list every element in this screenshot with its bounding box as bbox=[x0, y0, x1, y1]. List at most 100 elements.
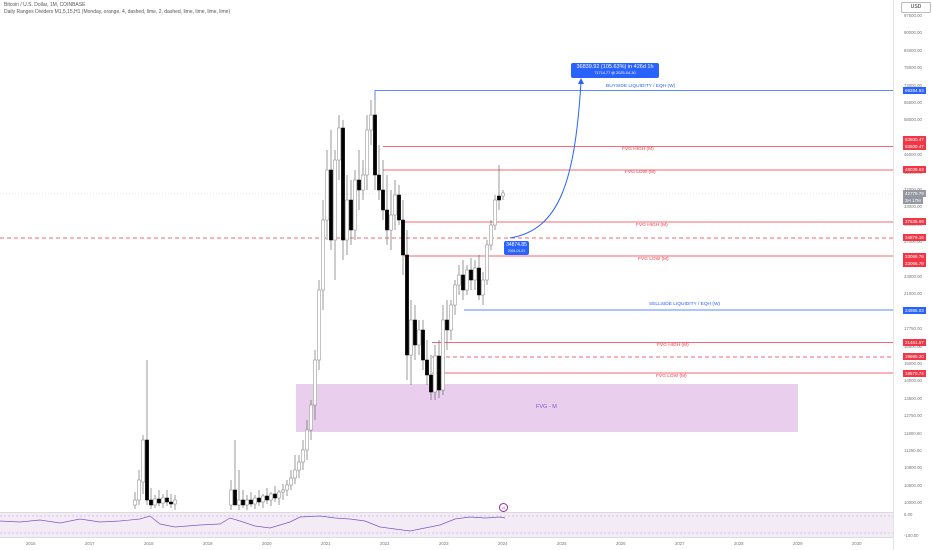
candle-body bbox=[245, 499, 249, 506]
projection-arrow-icon bbox=[578, 78, 584, 84]
candle-body bbox=[337, 127, 341, 161]
price-axis-label: 10000.00 bbox=[904, 500, 922, 506]
candle-body bbox=[361, 174, 365, 191]
candle-body bbox=[253, 497, 257, 505]
candle-body bbox=[429, 374, 433, 393]
candle-body bbox=[377, 174, 381, 191]
candle-body bbox=[461, 274, 465, 291]
candle-body bbox=[249, 499, 253, 505]
candle-body bbox=[401, 219, 405, 256]
price-axis-label: 15000.00 bbox=[904, 361, 922, 366]
price-axis-label: 90000.00 bbox=[904, 30, 922, 36]
candle-body bbox=[365, 129, 369, 176]
price-tag: 37535.69 bbox=[903, 218, 926, 225]
projection-target: 71714.77 @ 2025-04-30 bbox=[594, 71, 636, 75]
candle-body bbox=[501, 192, 505, 197]
candle-body bbox=[233, 489, 237, 506]
candle-body bbox=[373, 114, 377, 176]
price-tag: 69284.53 bbox=[903, 87, 926, 94]
candle-body bbox=[353, 179, 357, 231]
price-axis-label: 73000.00 bbox=[904, 82, 922, 88]
candle-body bbox=[305, 429, 309, 451]
candle-body bbox=[393, 194, 397, 216]
candle-body bbox=[453, 284, 457, 306]
candle-body bbox=[421, 329, 425, 361]
candle-body bbox=[445, 319, 449, 331]
time-axis-label: 2024 bbox=[498, 541, 508, 546]
candle-body bbox=[269, 493, 273, 501]
projection-callout[interactable]: 36839.92 (105.63%) in 426d 1h 71714.77 @… bbox=[571, 63, 659, 78]
candle-body bbox=[313, 359, 317, 406]
candle-body bbox=[241, 499, 245, 506]
candle-body bbox=[261, 495, 265, 503]
candle-body bbox=[309, 404, 313, 431]
candle-body bbox=[349, 199, 353, 231]
candle-body bbox=[141, 439, 145, 483]
candle-body bbox=[153, 498, 157, 506]
osc-axis-label: 5.00 bbox=[904, 512, 913, 517]
price-tag: 53500.47 bbox=[903, 136, 926, 143]
sellside-label: SELLSIDE LIQUIDITY / EQH (W) bbox=[649, 302, 721, 307]
candle-body bbox=[161, 497, 165, 504]
candle-body bbox=[169, 501, 173, 505]
candle-body bbox=[285, 484, 289, 491]
candle-body bbox=[157, 498, 161, 504]
candle-body bbox=[441, 319, 445, 391]
candle-body bbox=[273, 493, 277, 499]
candle-body bbox=[493, 199, 497, 226]
indicator-title: Daily Ranges Dividers M1,5,15,H1 (Monday… bbox=[4, 9, 231, 15]
price-tag: 19985.20 bbox=[903, 353, 926, 360]
candle-body bbox=[357, 179, 361, 191]
time-axis-label: 2030 bbox=[852, 541, 862, 546]
candle-body bbox=[489, 224, 493, 246]
candle-body bbox=[281, 489, 285, 493]
price-tag: 48039.63 bbox=[903, 166, 926, 173]
price-axis-label: 14000.00 bbox=[904, 378, 922, 384]
candle-body bbox=[257, 497, 261, 503]
price-axis-label: 10800.00 bbox=[904, 465, 922, 471]
price-axis-label: 58000.00 bbox=[904, 117, 922, 123]
time-axis-label: 2023 bbox=[439, 541, 449, 546]
price-axis-label: 11800.00 bbox=[904, 430, 922, 436]
fvg-high-1-label: FVG HIGH (M) bbox=[622, 147, 654, 152]
currency-button[interactable]: USD bbox=[901, 2, 931, 13]
candle-body bbox=[137, 479, 141, 501]
event-marker-icon[interactable]: d bbox=[499, 503, 508, 512]
time-axis-label: 2022 bbox=[380, 541, 390, 546]
price-axis-label: 23000.00 bbox=[904, 274, 922, 279]
candle-body bbox=[293, 469, 297, 479]
price-axis-label: 46000.00 bbox=[904, 152, 922, 158]
candle-body bbox=[485, 244, 489, 281]
time-axis-label: 2026 bbox=[616, 541, 626, 546]
candle-body bbox=[149, 499, 153, 506]
fvg-high-2-label: FVG HIGH (M) bbox=[636, 223, 668, 228]
price-tag: 33066.78 bbox=[903, 260, 926, 267]
candle-body bbox=[409, 319, 413, 356]
price-tag: 34879.16 bbox=[903, 234, 926, 241]
candle-body bbox=[437, 355, 441, 391]
candle-body bbox=[165, 497, 169, 503]
candle-body bbox=[481, 279, 485, 296]
candle-body bbox=[345, 199, 349, 241]
price-axis-label: 12750.00 bbox=[904, 413, 922, 419]
candle-body bbox=[317, 289, 321, 361]
time-axis-label: 2027 bbox=[675, 541, 685, 546]
candle-body bbox=[449, 304, 453, 331]
time-axis-label: 2018 bbox=[144, 541, 154, 546]
price-axis-label: 16500.00 bbox=[904, 343, 922, 349]
price-tag: 53500.47 bbox=[903, 143, 926, 150]
candle-body bbox=[477, 267, 481, 296]
price-axis-label: 21000.00 bbox=[904, 291, 922, 297]
price-axis-label: 33000.00 bbox=[904, 204, 922, 210]
candle-body bbox=[329, 169, 333, 241]
fvg-low-1-label: FVG LOW (M) bbox=[625, 170, 656, 175]
price-tag: 3H 17M bbox=[903, 197, 923, 204]
time-axis-label: 2028 bbox=[734, 541, 744, 546]
candle-body bbox=[325, 169, 329, 221]
entry-price-label[interactable]: 34874.85 2024-01-01 bbox=[504, 241, 529, 255]
candle-body bbox=[265, 495, 269, 501]
candle-body bbox=[473, 267, 477, 281]
entry-date: 2024-01-01 bbox=[507, 249, 526, 253]
time-axis-label: 2020 bbox=[262, 541, 272, 546]
